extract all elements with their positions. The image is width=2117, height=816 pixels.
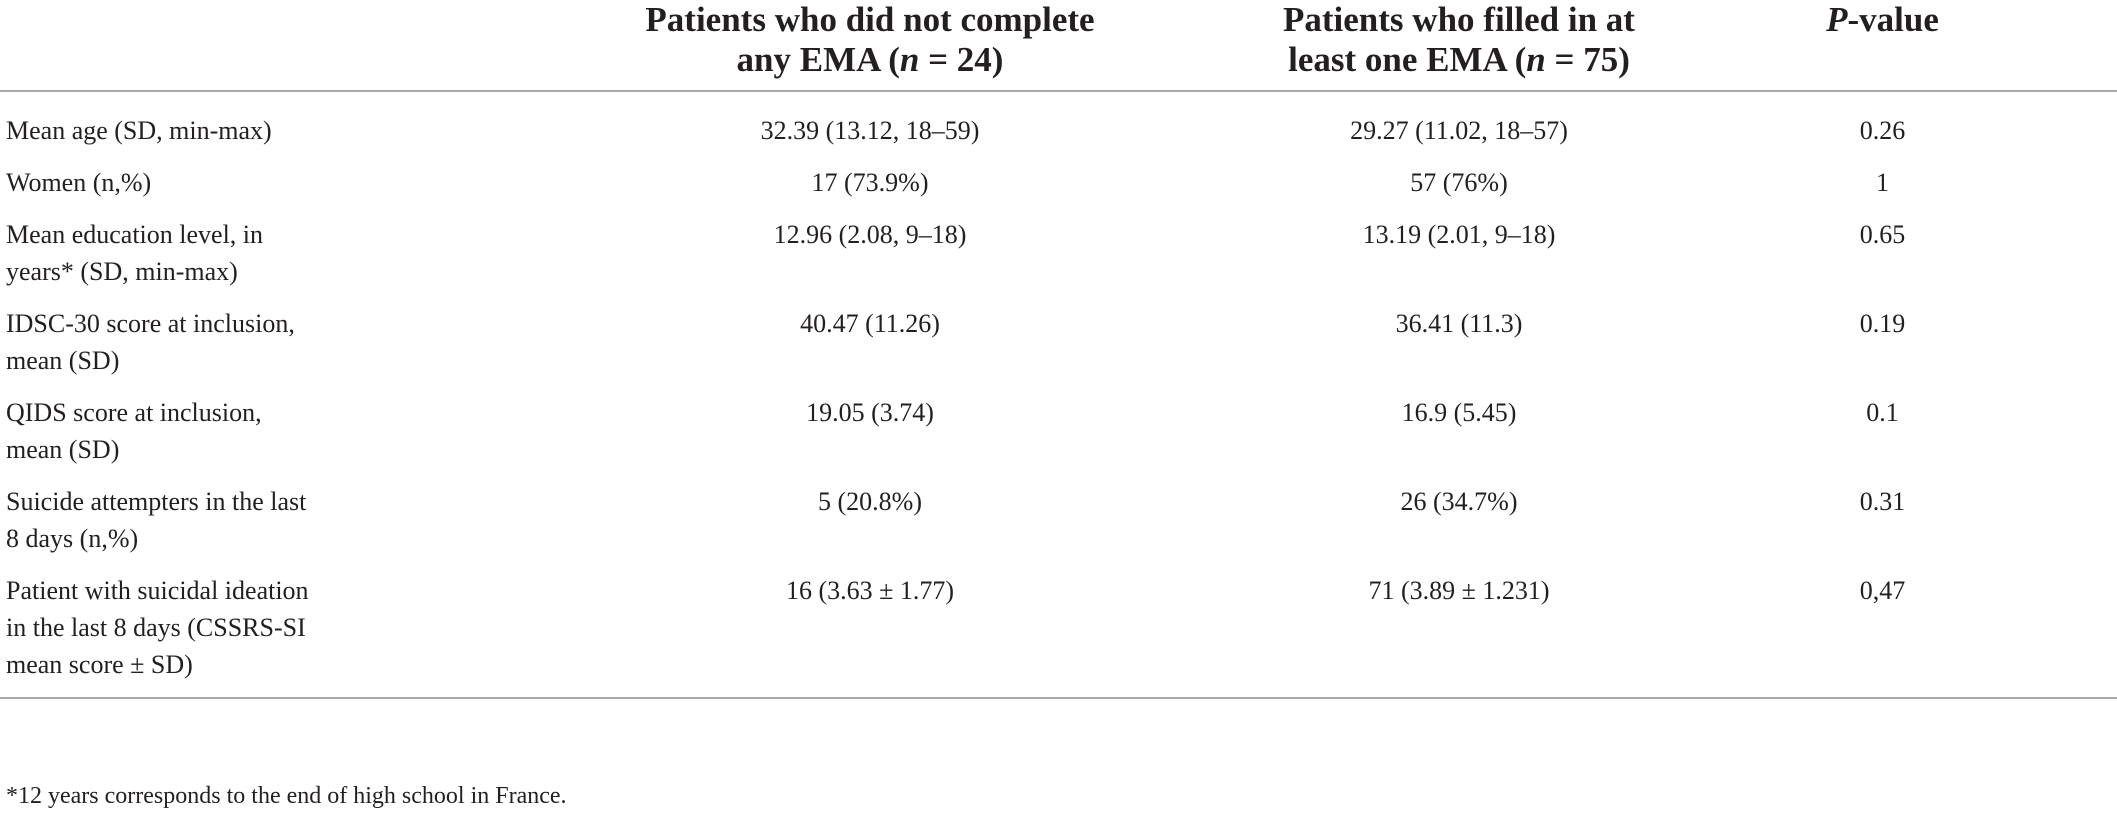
- ema-value: 16.9 (5.45): [1401, 398, 1517, 427]
- row-label: Patient with suicidal ideation in the la…: [0, 557, 330, 699]
- no-ema-value: 32.39 (13.12, 18–59): [760, 116, 980, 145]
- table-row: Patient with suicidal ideation in the la…: [0, 557, 2117, 699]
- p-value: 0.19: [1859, 309, 1906, 338]
- no-ema-value: 19.05 (3.74): [806, 398, 934, 427]
- header-ema-line2: least one EMA (n = 75): [1190, 40, 1728, 80]
- row-label: QIDS score at inclusion, mean (SD): [6, 398, 262, 464]
- table-row: Women (n,%) 17 (73.9%) 57 (76%) 1: [0, 149, 2117, 201]
- header-no-ema-line2-text: any EMA (: [736, 40, 900, 79]
- header-ema-group: Patients who filled in at least one EMA …: [1190, 0, 1768, 92]
- header-p-letter: P: [1826, 0, 1848, 39]
- row-label: IDSC-30 score at inclusion, mean (SD): [6, 309, 295, 375]
- no-ema-value: 5 (20.8%): [818, 487, 922, 516]
- header-ema-count: = 75): [1545, 40, 1630, 79]
- row-label: Mean age (SD, min-max): [6, 116, 272, 145]
- no-ema-value: 40.47 (11.26): [800, 309, 940, 338]
- header-p-value: P-value: [1768, 0, 2117, 92]
- ema-value: 36.41 (11.3): [1395, 309, 1523, 338]
- table-row: Suicide attempters in the last 8 days (n…: [0, 468, 2117, 557]
- p-value: 0.26: [1859, 116, 1906, 145]
- no-ema-value: 16 (3.63 ± 1.77): [330, 557, 1190, 699]
- table-row: IDSC-30 score at inclusion, mean (SD) 40…: [0, 290, 2117, 379]
- header-ema-line1: Patients who filled in at: [1283, 0, 1635, 39]
- ema-value: 71 (3.89 ± 1.231): [1190, 557, 1768, 699]
- header-ema-line2-text: least one EMA (: [1288, 40, 1527, 79]
- row-label: Mean education level, in years* (SD, min…: [6, 220, 264, 286]
- no-ema-value: 17 (73.9%): [811, 168, 929, 197]
- ema-value: 29.27 (11.02, 18–57): [1350, 116, 1568, 145]
- header-no-ema-n: n: [899, 40, 920, 79]
- p-value: 0,47: [1768, 557, 2117, 699]
- header-label-blank: [0, 0, 330, 92]
- row-label: Women (n,%): [6, 168, 152, 197]
- ema-value: 13.19 (2.01, 9–18): [1362, 220, 1556, 249]
- header-no-ema-count: = 24): [919, 40, 1004, 79]
- header-no-ema-group: Patients who did not complete any EMA (n…: [330, 0, 1190, 92]
- p-value: 0.31: [1859, 487, 1906, 516]
- header-no-ema-line1: Patients who did not complete: [645, 0, 1095, 39]
- data-table-container: Patients who did not complete any EMA (n…: [0, 0, 2117, 699]
- table-footnote: *12 years corresponds to the end of high…: [6, 783, 567, 809]
- table-row: Mean education level, in years* (SD, min…: [0, 201, 2117, 290]
- ema-value: 57 (76%): [1410, 168, 1508, 197]
- comparison-table: Patients who did not complete any EMA (n…: [0, 0, 2117, 699]
- header-p-suffix: -value: [1847, 0, 1939, 39]
- table-row: Mean age (SD, min-max) 32.39 (13.12, 18–…: [0, 91, 2117, 149]
- p-value: 0.1: [1866, 398, 1899, 427]
- row-label: Suicide attempters in the last 8 days (n…: [6, 487, 307, 553]
- ema-value: 26 (34.7%): [1400, 487, 1518, 516]
- p-value: 0.65: [1859, 220, 1906, 249]
- p-value: 1: [1876, 168, 1889, 197]
- header-row: Patients who did not complete any EMA (n…: [0, 0, 2117, 92]
- table-row: QIDS score at inclusion, mean (SD) 19.05…: [0, 379, 2117, 468]
- header-ema-n: n: [1526, 40, 1546, 79]
- no-ema-value: 12.96 (2.08, 9–18): [773, 220, 967, 249]
- header-no-ema-line2: any EMA (n = 24): [550, 40, 1190, 80]
